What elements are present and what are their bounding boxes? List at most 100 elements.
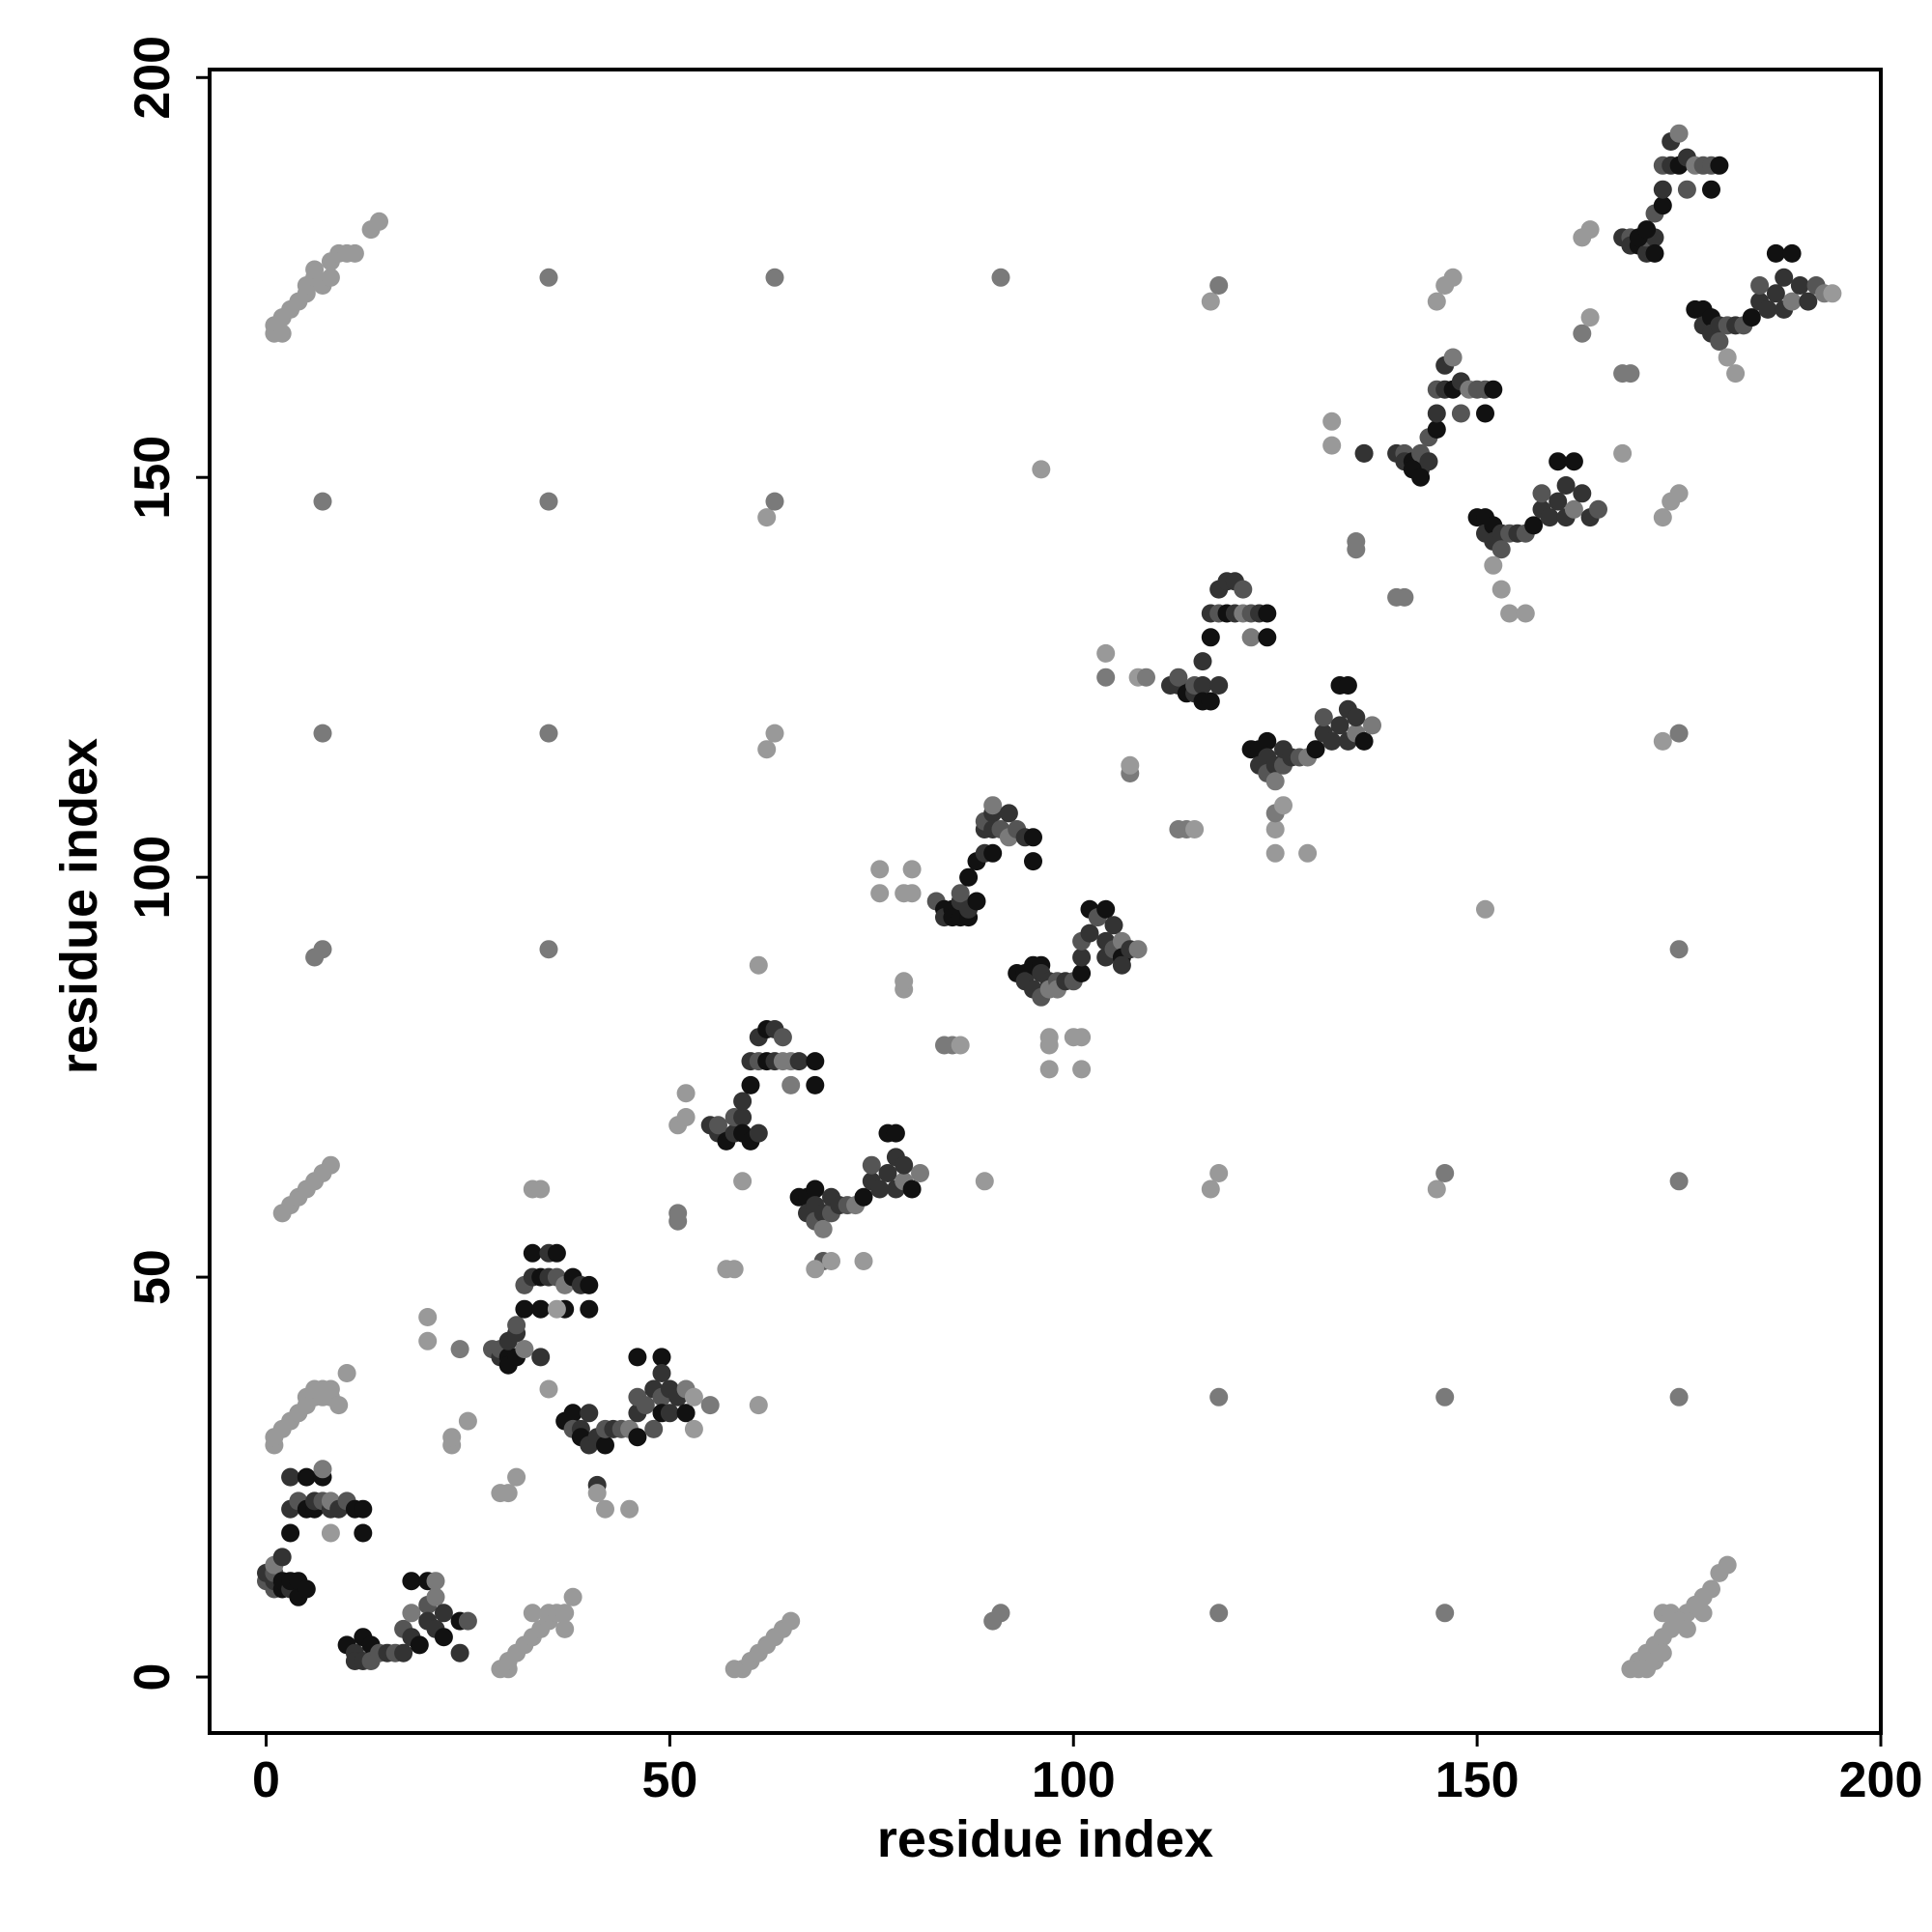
contact-point	[354, 1523, 373, 1543]
contact-point	[539, 492, 558, 511]
contact-point	[1823, 284, 1842, 303]
contact-point	[354, 1499, 373, 1519]
contact-point	[733, 1108, 753, 1126]
y-tick-label: 0	[125, 1663, 181, 1691]
contact-point	[700, 1396, 720, 1415]
contact-point	[1500, 604, 1520, 623]
contact-point	[1750, 276, 1770, 295]
contact-point	[442, 1428, 462, 1447]
contact-point	[1112, 955, 1131, 975]
contact-point	[1072, 1060, 1092, 1079]
contact-point	[1548, 492, 1568, 511]
contact-point	[1484, 555, 1503, 575]
contact-point	[1653, 196, 1672, 215]
contact-point	[733, 1092, 753, 1111]
contact-point	[741, 1075, 760, 1094]
contact-point	[765, 268, 784, 287]
contact-point	[1209, 676, 1229, 695]
x-axis-label: residue index	[877, 1810, 1213, 1868]
contact-point	[1710, 332, 1729, 351]
contact-point	[1653, 731, 1672, 751]
contact-point	[272, 324, 292, 343]
contact-point	[1347, 708, 1366, 727]
contact-point	[1419, 452, 1438, 471]
contact-point	[1347, 540, 1366, 559]
contact-point	[1330, 716, 1350, 735]
contact-point	[895, 1155, 914, 1175]
contact-point	[1427, 420, 1446, 439]
contact-point	[1265, 772, 1285, 791]
contact-point	[628, 1428, 647, 1447]
contact-point	[1080, 923, 1099, 943]
contact-point	[644, 1419, 664, 1438]
contact-point	[1354, 443, 1374, 463]
contact-point	[1702, 180, 1720, 199]
contact-point	[1024, 828, 1042, 847]
contact-point	[1258, 628, 1277, 647]
contact-point	[1201, 628, 1220, 647]
contact-point	[636, 1396, 655, 1415]
contact-point	[668, 1204, 688, 1223]
contact-point	[773, 1028, 792, 1047]
contact-point	[555, 1619, 575, 1638]
contact-point	[1726, 364, 1746, 384]
contact-point	[684, 1387, 703, 1406]
contact-point	[1669, 1387, 1689, 1406]
contact-point	[1613, 443, 1633, 463]
contact-point	[1128, 940, 1148, 959]
contact-point	[547, 1299, 566, 1319]
contact-point	[450, 1643, 469, 1662]
contact-point	[1645, 243, 1664, 263]
contact-point	[1653, 180, 1672, 199]
contact-point	[983, 1611, 1003, 1631]
contact-point	[1540, 508, 1559, 527]
contact-point	[297, 1579, 316, 1599]
contact-point	[563, 1587, 582, 1606]
contact-point	[1241, 628, 1261, 647]
contact-point	[1427, 292, 1446, 311]
contact-point	[531, 1299, 551, 1319]
contact-point	[321, 1155, 340, 1175]
y-tick-label: 100	[125, 836, 181, 920]
contact-point	[854, 1252, 873, 1270]
contact-point	[878, 1164, 897, 1182]
contact-point	[1782, 243, 1802, 263]
contact-point	[563, 1404, 582, 1423]
contact-point	[870, 860, 890, 879]
contact-point	[1677, 1619, 1696, 1638]
plot-frame	[208, 68, 1883, 1735]
contact-point	[1532, 484, 1551, 503]
y-tick-label: 150	[125, 436, 181, 520]
contact-point	[1443, 268, 1463, 287]
contact-point	[1265, 843, 1285, 863]
contact-point	[402, 1572, 421, 1591]
contact-point	[749, 955, 768, 975]
contact-point	[1322, 436, 1342, 455]
contact-point	[321, 1379, 340, 1399]
contact-point	[1024, 852, 1042, 871]
contact-point	[1443, 348, 1463, 367]
contact-point	[1621, 364, 1640, 384]
contact-point	[1201, 292, 1220, 311]
contact-point	[652, 1364, 671, 1382]
contact-point	[1669, 124, 1689, 143]
contact-point	[450, 1340, 469, 1359]
contact-point	[757, 740, 777, 759]
contact-point	[1185, 820, 1205, 838]
contact-point	[870, 1179, 890, 1199]
contact-point	[709, 1116, 727, 1135]
contact-point	[281, 1523, 300, 1543]
contact-point	[967, 892, 986, 911]
contact-point	[345, 243, 364, 263]
contact-point	[959, 867, 979, 887]
contact-point	[539, 268, 558, 287]
contact-point	[1121, 755, 1140, 775]
contact-point	[418, 1308, 438, 1326]
contact-point	[313, 492, 332, 511]
contact-point	[531, 1179, 551, 1199]
x-tick-label: 0	[252, 1752, 280, 1808]
y-axis-label: residue index	[50, 738, 108, 1074]
x-tick-label: 100	[1032, 1752, 1116, 1808]
contact-point	[1775, 268, 1794, 287]
contact-point	[1427, 1179, 1446, 1199]
